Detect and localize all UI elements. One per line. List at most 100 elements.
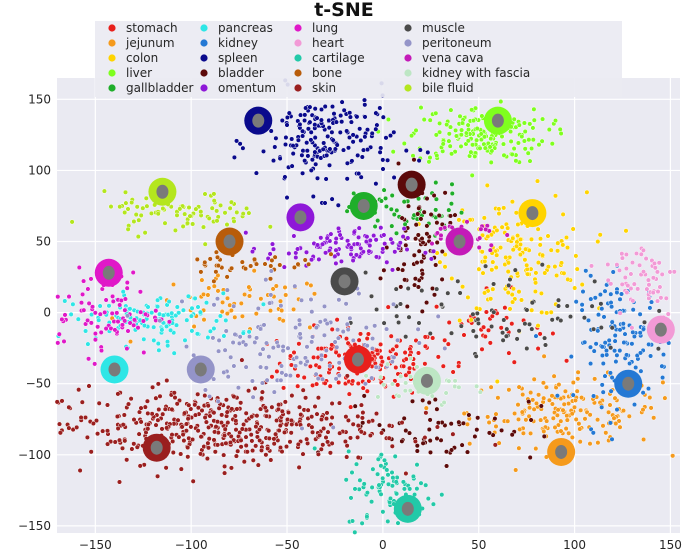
point-kidney (660, 352, 667, 358)
point-lung (124, 346, 130, 352)
point-bladder (415, 284, 421, 290)
point-jejunum (662, 395, 668, 401)
point-colon (529, 307, 535, 313)
point-skin (343, 414, 349, 420)
point-jejunum (246, 284, 252, 290)
point-spleen (309, 157, 315, 163)
point-bladder (401, 415, 407, 421)
point-skin (169, 432, 175, 438)
point-spleen (329, 196, 335, 202)
point-muscle (500, 337, 506, 343)
point-spleen (302, 112, 308, 118)
point-omentum (332, 253, 338, 259)
point-omentum (303, 249, 310, 255)
point-skin (145, 421, 151, 427)
point-kidney (647, 305, 653, 311)
legend-item-heart: heart (294, 36, 344, 50)
legend-marker (200, 84, 208, 92)
point-pancreas (173, 322, 180, 328)
point-skin (115, 425, 121, 432)
point-lung (103, 326, 109, 332)
point-muscle (416, 320, 422, 326)
point-spleen (318, 106, 325, 113)
point-liver (516, 122, 522, 128)
point-jejunum (564, 413, 570, 419)
point-peritoneum (257, 351, 263, 357)
point-omentum (367, 243, 373, 249)
point-cartilage (400, 479, 406, 485)
point-skin (249, 438, 255, 444)
point-kidney (614, 352, 620, 358)
point-peritoneum (297, 321, 303, 328)
legend-label: bladder (218, 66, 264, 80)
point-spleen (373, 181, 379, 187)
point-colon (456, 217, 462, 223)
point-jejunum (561, 401, 567, 407)
point-kidney (603, 348, 610, 354)
point-jejunum (603, 430, 609, 436)
point-colon (548, 309, 554, 315)
point-peritoneum (343, 301, 349, 307)
point-peritoneum (257, 326, 264, 332)
point-colon (494, 252, 500, 258)
point-skin (344, 373, 350, 379)
point-spleen (385, 157, 391, 163)
point-skin (250, 457, 256, 463)
point-skin (136, 431, 142, 437)
point-heart (657, 284, 663, 290)
point-skin (206, 424, 212, 430)
y-tick-label: 0 (43, 306, 51, 320)
point-peritoneum (263, 365, 269, 371)
point-kidney (638, 368, 644, 374)
point-spleen (335, 202, 341, 208)
point-bladder (419, 271, 426, 277)
point-skin (379, 430, 385, 436)
point-colon (509, 292, 515, 298)
point-bladder (419, 308, 425, 314)
point-stomach (550, 330, 556, 337)
point-muscle (434, 286, 440, 292)
point-spleen (331, 111, 337, 117)
point-bladder (449, 447, 455, 453)
point-muscle (558, 317, 564, 324)
point-skin (219, 412, 225, 418)
point-spleen (312, 135, 318, 141)
point-kidney (599, 344, 605, 350)
point-gallbladder (389, 192, 395, 199)
point-pancreas (240, 330, 246, 336)
point-kidney (648, 353, 654, 359)
point-gallbladder (383, 203, 389, 210)
point-omentum (392, 249, 398, 255)
point-spleen (350, 132, 356, 138)
point-skin (315, 451, 321, 457)
point-spleen (290, 143, 296, 149)
legend-item-omentum: omentum (200, 81, 276, 95)
point-spleen (284, 195, 290, 201)
point-peritoneum (228, 354, 234, 360)
point-skin (164, 377, 170, 384)
organ-glyph (654, 322, 667, 337)
point-bladder (416, 205, 422, 211)
point-bladder (401, 261, 407, 267)
organ-glyph (526, 206, 539, 221)
point-peritoneum (363, 325, 369, 331)
point-lung (135, 325, 141, 331)
point-kidney (554, 393, 560, 399)
point-liver (465, 138, 471, 144)
point-kidney-with-fascia (396, 393, 402, 399)
point-muscle (549, 317, 555, 323)
point-liver (434, 153, 440, 159)
point-kidney-with-fascia (363, 373, 369, 379)
point-bladder (424, 196, 430, 202)
point-pancreas (68, 311, 74, 317)
point-pancreas (171, 350, 177, 356)
organ-glyph (555, 444, 568, 459)
point-lung (89, 304, 96, 310)
point-stomach (301, 374, 307, 381)
point-colon (516, 289, 522, 295)
point-jejunum (246, 293, 253, 299)
point-peritoneum (280, 348, 286, 354)
point-bladder (541, 433, 547, 439)
point-pancreas (197, 309, 203, 315)
point-kidney (588, 273, 594, 279)
